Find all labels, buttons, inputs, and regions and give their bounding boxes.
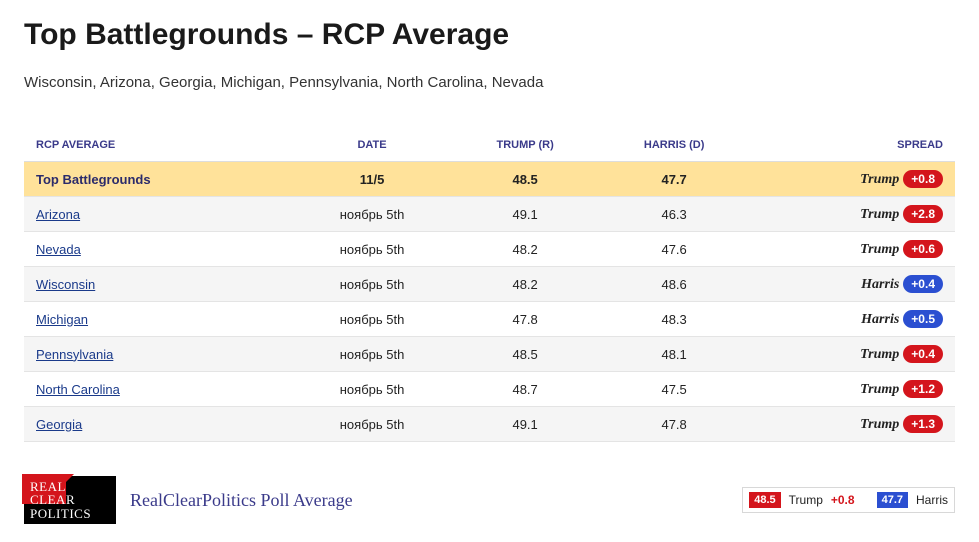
row-date: ноябрь 5th xyxy=(292,407,452,442)
row-trump: 49.1 xyxy=(452,407,598,442)
row-trump: 48.5 xyxy=(452,337,598,372)
spread-pill: +0.6 xyxy=(903,240,943,258)
row-date: ноябрь 5th xyxy=(292,232,452,267)
harris-label: Harris xyxy=(916,493,948,507)
poll-table: RCP AVERAGE DATE TRUMP (R) HARRIS (D) SP… xyxy=(24,129,955,442)
spread-pill: +0.8 xyxy=(903,170,943,188)
row-trump: 49.1 xyxy=(452,197,598,232)
row-name-cell: Nevada xyxy=(24,232,292,267)
spread-leader: Trump xyxy=(860,347,899,362)
row-name-cell: Arizona xyxy=(24,197,292,232)
row-spread: Harris +0.5 xyxy=(750,302,955,337)
row-spread: Trump +2.8 xyxy=(750,197,955,232)
spread-pill: +1.3 xyxy=(903,415,943,433)
row-date: ноябрь 5th xyxy=(292,197,452,232)
table-header-row: RCP AVERAGE DATE TRUMP (R) HARRIS (D) SP… xyxy=(24,129,955,162)
table-row: Georgia ноябрь 5th49.147.8 Trump +1.3 xyxy=(24,407,955,442)
row-harris: 47.8 xyxy=(598,407,750,442)
row-spread: Trump +1.3 xyxy=(750,407,955,442)
table-row: Michigan ноябрь 5th47.848.3 Harris +0.5 xyxy=(24,302,955,337)
row-trump: 48.2 xyxy=(452,267,598,302)
row-harris: 47.7 xyxy=(598,162,750,197)
logo-line: POLITICS xyxy=(30,507,116,521)
spread-leader: Trump xyxy=(860,242,899,257)
table-row: Arizona ноябрь 5th49.146.3 Trump +2.8 xyxy=(24,197,955,232)
table-row: Top Battlegrounds11/548.547.7 Trump +0.8 xyxy=(24,162,955,197)
row-name-cell: Top Battlegrounds xyxy=(24,162,292,197)
footer-caption: RealClearPolitics Poll Average xyxy=(130,490,353,511)
trump-chip: 48.5 xyxy=(749,492,780,508)
row-trump: 48.2 xyxy=(452,232,598,267)
spread-pill: +0.4 xyxy=(903,345,943,363)
spread-pill: +1.2 xyxy=(903,380,943,398)
harris-chip: 47.7 xyxy=(877,492,908,508)
row-trump: 48.5 xyxy=(452,162,598,197)
row-name-cell: Wisconsin xyxy=(24,267,292,302)
rcp-logo: REAL CLEAR POLITICS xyxy=(24,476,116,524)
row-date: ноябрь 5th xyxy=(292,372,452,407)
spread-leader: Trump xyxy=(860,382,899,397)
spread-pill: +2.8 xyxy=(903,205,943,223)
page-title: Top Battlegrounds – RCP Average xyxy=(24,18,955,52)
row-spread: Trump +1.2 xyxy=(750,372,955,407)
trump-margin: +0.8 xyxy=(831,493,855,507)
spread-pill: +0.5 xyxy=(903,310,943,328)
subtitle: Wisconsin, Arizona, Georgia, Michigan, P… xyxy=(24,74,955,91)
row-spread: Trump +0.8 xyxy=(750,162,955,197)
state-link[interactable]: Georgia xyxy=(36,417,82,432)
logo-line: REAL xyxy=(30,480,116,494)
row-harris: 48.1 xyxy=(598,337,750,372)
col-harris: HARRIS (D) xyxy=(598,129,750,162)
logo-line: CLEAR xyxy=(30,493,116,507)
row-trump: 48.7 xyxy=(452,372,598,407)
footer: REAL CLEAR POLITICS RealClearPolitics Po… xyxy=(24,476,955,524)
row-date: 11/5 xyxy=(292,162,452,197)
spread-leader: Trump xyxy=(860,417,899,432)
row-name-cell: Michigan xyxy=(24,302,292,337)
summary-box: 48.5 Trump +0.8 47.7 Harris xyxy=(742,487,955,513)
table-row: North Carolina ноябрь 5th48.747.5 Trump +1.… xyxy=(24,372,955,407)
row-harris: 48.3 xyxy=(598,302,750,337)
row-date: ноябрь 5th xyxy=(292,337,452,372)
state-link[interactable]: Wisconsin xyxy=(36,277,95,292)
row-trump: 47.8 xyxy=(452,302,598,337)
col-date: DATE xyxy=(292,129,452,162)
spread-leader: Trump xyxy=(860,207,899,222)
spread-leader: Trump xyxy=(860,172,899,187)
table-row: Pennsylvania ноябрь 5th48.548.1 Trump +0.4 xyxy=(24,337,955,372)
state-link[interactable]: Arizona xyxy=(36,207,80,222)
row-date: ноябрь 5th xyxy=(292,267,452,302)
row-name-cell: Pennsylvania xyxy=(24,337,292,372)
row-harris: 47.6 xyxy=(598,232,750,267)
trump-label: Trump xyxy=(789,493,823,507)
spread-leader: Harris xyxy=(861,312,899,327)
row-name-cell: North Carolina xyxy=(24,372,292,407)
spread-pill: +0.4 xyxy=(903,275,943,293)
table-row: Wisconsin ноябрь 5th48.248.6 Harris +0.4 xyxy=(24,267,955,302)
row-spread: Trump +0.6 xyxy=(750,232,955,267)
row-harris: 47.5 xyxy=(598,372,750,407)
state-link[interactable]: North Carolina xyxy=(36,382,120,397)
row-spread: Trump +0.4 xyxy=(750,337,955,372)
col-spread: SPREAD xyxy=(750,129,955,162)
row-name-cell: Georgia xyxy=(24,407,292,442)
state-link[interactable]: Pennsylvania xyxy=(36,347,113,362)
state-link[interactable]: Michigan xyxy=(36,312,88,327)
row-harris: 46.3 xyxy=(598,197,750,232)
col-rcp-average: RCP AVERAGE xyxy=(24,129,292,162)
table-row: Nevada ноябрь 5th48.247.6 Trump +0.6 xyxy=(24,232,955,267)
row-spread: Harris +0.4 xyxy=(750,267,955,302)
col-trump: TRUMP (R) xyxy=(452,129,598,162)
state-link[interactable]: Nevada xyxy=(36,242,81,257)
row-date: ноябрь 5th xyxy=(292,302,452,337)
row-harris: 48.6 xyxy=(598,267,750,302)
spread-leader: Harris xyxy=(861,277,899,292)
